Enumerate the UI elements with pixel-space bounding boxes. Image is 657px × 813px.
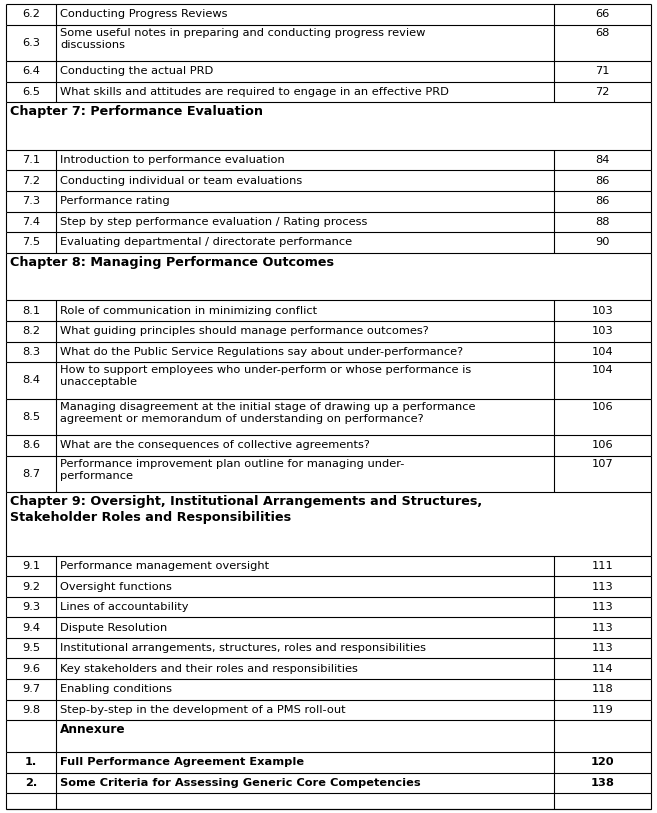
Text: 8.5: 8.5	[22, 411, 40, 422]
Text: Managing disagreement at the initial stage of drawing up a performance
agreement: Managing disagreement at the initial sta…	[60, 402, 476, 424]
Text: Conducting individual or team evaluations: Conducting individual or team evaluation…	[60, 176, 303, 185]
Text: Step-by-step in the development of a PMS roll-out: Step-by-step in the development of a PMS…	[60, 705, 346, 715]
Text: Annexure: Annexure	[60, 723, 126, 736]
Text: Conducting Progress Reviews: Conducting Progress Reviews	[60, 9, 228, 20]
Text: 6.5: 6.5	[22, 87, 40, 97]
Text: What guiding principles should manage performance outcomes?: What guiding principles should manage pe…	[60, 326, 429, 337]
Text: 6.2: 6.2	[22, 9, 40, 20]
Text: 9.2: 9.2	[22, 581, 40, 592]
Text: 9.7: 9.7	[22, 685, 40, 694]
Text: 120: 120	[591, 757, 614, 767]
Text: Chapter 8: Managing Performance Outcomes: Chapter 8: Managing Performance Outcomes	[10, 255, 334, 268]
Text: Some Criteria for Assessing Generic Core Competencies: Some Criteria for Assessing Generic Core…	[60, 778, 421, 788]
Text: 84: 84	[595, 155, 610, 165]
Text: 86: 86	[595, 196, 610, 207]
Text: 7.4: 7.4	[22, 217, 40, 227]
Text: 7.3: 7.3	[22, 196, 40, 207]
Text: 113: 113	[592, 643, 614, 653]
Text: 68: 68	[595, 28, 610, 37]
Text: 7.1: 7.1	[22, 155, 40, 165]
Text: 113: 113	[592, 602, 614, 612]
Text: Some useful notes in preparing and conducting progress review
discussions: Some useful notes in preparing and condu…	[60, 28, 426, 50]
Text: 8.1: 8.1	[22, 306, 40, 315]
Text: Chapter 7: Performance Evaluation: Chapter 7: Performance Evaluation	[10, 105, 263, 118]
Text: 8.2: 8.2	[22, 326, 40, 337]
Text: 103: 103	[592, 306, 614, 315]
Text: Performance rating: Performance rating	[60, 196, 170, 207]
Text: Evaluating departmental / directorate performance: Evaluating departmental / directorate pe…	[60, 237, 352, 247]
Text: 103: 103	[592, 326, 614, 337]
Text: Oversight functions: Oversight functions	[60, 581, 172, 592]
Text: Step by step performance evaluation / Rating process: Step by step performance evaluation / Ra…	[60, 217, 368, 227]
Text: Institutional arrangements, structures, roles and responsibilities: Institutional arrangements, structures, …	[60, 643, 426, 653]
Text: 88: 88	[595, 217, 610, 227]
Text: Performance improvement plan outline for managing under-
performance: Performance improvement plan outline for…	[60, 459, 405, 480]
Text: 9.1: 9.1	[22, 561, 40, 571]
Text: 9.6: 9.6	[22, 663, 40, 674]
Text: 8.4: 8.4	[22, 376, 40, 385]
Text: 7.2: 7.2	[22, 176, 40, 185]
Text: How to support employees who under-perform or whose performance is
unacceptable: How to support employees who under-perfo…	[60, 365, 472, 387]
Text: What do the Public Service Regulations say about under-performance?: What do the Public Service Regulations s…	[60, 347, 463, 357]
Text: 119: 119	[592, 705, 614, 715]
Text: What skills and attitudes are required to engage in an effective PRD: What skills and attitudes are required t…	[60, 87, 449, 97]
Text: 9.3: 9.3	[22, 602, 40, 612]
Text: 118: 118	[592, 685, 614, 694]
Text: 7.5: 7.5	[22, 237, 40, 247]
Text: 6.3: 6.3	[22, 37, 40, 48]
Text: 2.: 2.	[25, 778, 37, 788]
Text: 8.6: 8.6	[22, 441, 40, 450]
Text: 111: 111	[592, 561, 614, 571]
Text: 114: 114	[592, 663, 614, 674]
Text: Dispute Resolution: Dispute Resolution	[60, 623, 168, 633]
Text: 6.4: 6.4	[22, 67, 40, 76]
Text: 9.5: 9.5	[22, 643, 40, 653]
Text: Conducting the actual PRD: Conducting the actual PRD	[60, 67, 214, 76]
Text: What are the consequences of collective agreements?: What are the consequences of collective …	[60, 441, 370, 450]
Text: 106: 106	[592, 441, 614, 450]
Text: 90: 90	[595, 237, 610, 247]
Text: Role of communication in minimizing conflict: Role of communication in minimizing conf…	[60, 306, 317, 315]
Text: Enabling conditions: Enabling conditions	[60, 685, 172, 694]
Text: 113: 113	[592, 623, 614, 633]
Text: 138: 138	[591, 778, 614, 788]
Text: Performance management oversight: Performance management oversight	[60, 561, 269, 571]
Text: 71: 71	[595, 67, 610, 76]
Text: 8.3: 8.3	[22, 347, 40, 357]
Text: 9.8: 9.8	[22, 705, 40, 715]
Text: Chapter 9: Oversight, Institutional Arrangements and Structures,
Stakeholder Rol: Chapter 9: Oversight, Institutional Arra…	[10, 495, 482, 524]
Text: 104: 104	[592, 347, 614, 357]
Text: 8.7: 8.7	[22, 469, 40, 479]
Text: Key stakeholders and their roles and responsibilities: Key stakeholders and their roles and res…	[60, 663, 358, 674]
Text: 9.4: 9.4	[22, 623, 40, 633]
Text: 66: 66	[595, 9, 610, 20]
Text: 106: 106	[592, 402, 614, 411]
Text: 104: 104	[592, 365, 614, 375]
Text: 72: 72	[595, 87, 610, 97]
Text: Introduction to performance evaluation: Introduction to performance evaluation	[60, 155, 285, 165]
Text: 86: 86	[595, 176, 610, 185]
Text: Full Performance Agreement Example: Full Performance Agreement Example	[60, 757, 304, 767]
Text: 113: 113	[592, 581, 614, 592]
Text: 107: 107	[592, 459, 614, 468]
Text: 1.: 1.	[25, 757, 37, 767]
Text: Lines of accountability: Lines of accountability	[60, 602, 189, 612]
